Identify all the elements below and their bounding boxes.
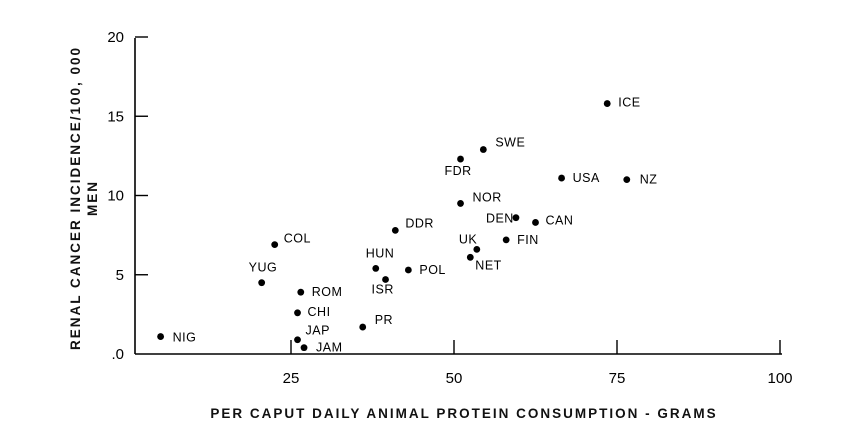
y-tick-label-0: .0	[111, 346, 124, 363]
x-axis-title: PER CAPUT DAILY ANIMAL PROTEIN CONSUMPTI…	[210, 406, 717, 421]
point-label-jap: JAP	[306, 324, 330, 338]
point-col	[271, 241, 279, 249]
point-label-rom: ROM	[312, 285, 343, 299]
point-label-uk: UK	[459, 232, 478, 246]
point-jam	[300, 344, 308, 352]
y-axis-title-line1: RENAL CANCER INCIDENCE/100, 000	[68, 46, 83, 350]
x-tick-label-25: 25	[283, 370, 300, 387]
point-jap	[294, 336, 301, 344]
point-net	[466, 253, 474, 261]
point-label-can: CAN	[546, 213, 574, 227]
point-label-ddr: DDR	[405, 216, 434, 230]
x-tick-label-50: 50	[446, 370, 463, 387]
x-tick-label-100: 100	[767, 370, 792, 387]
axis-ticks: .0 5 10 15 20 25 50 75 100	[107, 29, 792, 387]
point-usa	[558, 174, 565, 182]
y-tick-label-5: 5	[116, 267, 124, 284]
point-pol	[404, 266, 412, 274]
point-uk	[473, 245, 481, 253]
point-fdr	[457, 155, 464, 163]
point-label-net: NET	[475, 258, 502, 272]
point-rom	[297, 288, 305, 296]
point-yug	[258, 279, 266, 287]
point-isr	[382, 276, 389, 283]
point-label-chi: CHI	[308, 305, 331, 319]
y-tick-label-15: 15	[107, 108, 124, 125]
point-label-nig: NIG	[173, 331, 197, 345]
point-hun	[372, 265, 380, 272]
point-nor	[457, 200, 464, 207]
point-ddr	[391, 226, 399, 234]
point-swe	[479, 146, 487, 153]
y-axis-title-line2: MEN	[85, 180, 100, 216]
point-label-den: DEN	[486, 212, 514, 226]
point-label-nz: NZ	[640, 173, 658, 187]
point-nz	[623, 176, 631, 184]
point-label-hun: HUN	[366, 246, 395, 260]
point-pr	[359, 323, 367, 331]
point-label-pol: POL	[419, 263, 446, 277]
point-label-col: COL	[284, 232, 311, 246]
point-nig	[157, 333, 165, 340]
y-tick-label-10: 10	[107, 188, 124, 205]
point-label-jam: JAM	[316, 341, 343, 355]
point-label-ice: ICE	[618, 96, 640, 110]
point-label-isr: ISR	[372, 283, 394, 297]
point-den	[512, 214, 520, 222]
point-label-fdr: FDR	[445, 164, 472, 178]
point-can	[532, 219, 539, 226]
point-label-nor: NOR	[473, 190, 502, 204]
point-label-yug: YUG	[249, 261, 278, 275]
point-label-swe: SWE	[495, 136, 525, 150]
point-fin	[502, 236, 510, 244]
point-label-fin: FIN	[517, 233, 539, 247]
point-label-usa: USA	[573, 171, 600, 185]
point-chi	[294, 309, 301, 317]
x-tick-label-75: 75	[609, 370, 626, 387]
y-tick-label-20: 20	[107, 29, 124, 46]
point-label-pr: PR	[375, 313, 393, 327]
point-ice	[603, 100, 611, 107]
data-points: NIG YUG COL ROM CHI JAP JAM PR HUN ISR POL DDR FDR SW…	[157, 96, 657, 355]
